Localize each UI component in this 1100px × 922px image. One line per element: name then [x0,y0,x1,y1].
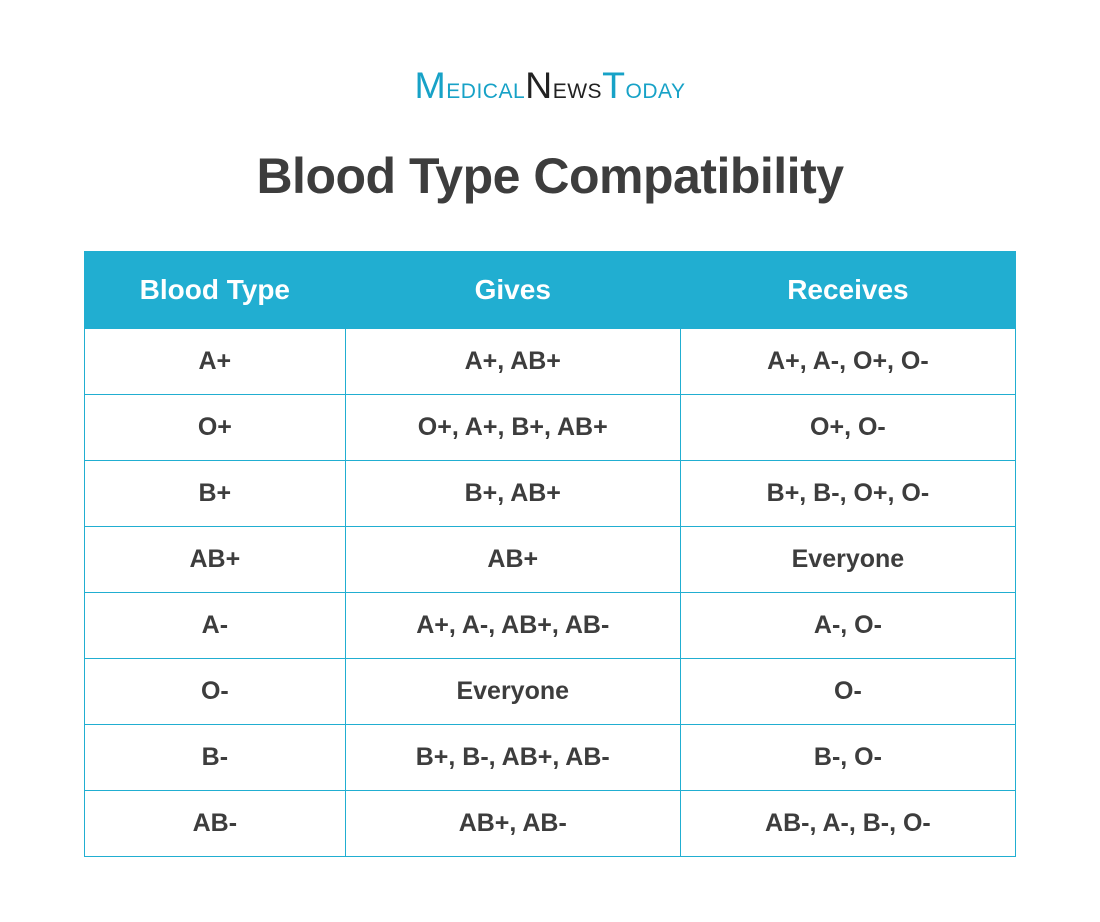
col-header-blood-type: Blood Type [85,252,346,329]
col-header-receives: Receives [680,252,1015,329]
cell-receives: B+, B-, O+, O- [680,461,1015,527]
cell-gives: B+, B-, AB+, AB- [345,725,680,791]
cell-gives: AB+, AB- [345,791,680,857]
cell-blood-type: AB+ [85,527,346,593]
cell-receives: AB-, A-, B-, O- [680,791,1015,857]
table-body: A+ A+, AB+ A+, A-, O+, O- O+ O+, A+, B+,… [85,329,1016,857]
compatibility-table: Blood Type Gives Receives A+ A+, AB+ A+,… [84,251,1016,857]
page-title: Blood Type Compatibility [256,147,843,205]
cell-receives: B-, O- [680,725,1015,791]
cell-gives: A+, AB+ [345,329,680,395]
cell-receives: A-, O- [680,593,1015,659]
cell-gives: AB+ [345,527,680,593]
table-row: AB- AB+, AB- AB-, A-, B-, O- [85,791,1016,857]
cell-receives: O+, O- [680,395,1015,461]
cell-gives: B+, AB+ [345,461,680,527]
brand-word-medical: Medical [415,72,526,105]
cell-blood-type: B- [85,725,346,791]
table-row: A- A+, A-, AB+, AB- A-, O- [85,593,1016,659]
table-header-row: Blood Type Gives Receives [85,252,1016,329]
table-row: B- B+, B-, AB+, AB- B-, O- [85,725,1016,791]
cell-gives: Everyone [345,659,680,725]
table-row: O- Everyone O- [85,659,1016,725]
cell-blood-type: A- [85,593,346,659]
cell-blood-type: O- [85,659,346,725]
cell-blood-type: B+ [85,461,346,527]
table-row: B+ B+, AB+ B+, B-, O+, O- [85,461,1016,527]
col-header-gives: Gives [345,252,680,329]
brand-logo: MedicalNewsToday [415,64,686,107]
brand-word-today: Today [602,72,685,105]
cell-receives: O- [680,659,1015,725]
cell-gives: A+, A-, AB+, AB- [345,593,680,659]
cell-blood-type: AB- [85,791,346,857]
cell-blood-type: A+ [85,329,346,395]
cell-receives: Everyone [680,527,1015,593]
table-row: A+ A+, AB+ A+, A-, O+, O- [85,329,1016,395]
cell-receives: A+, A-, O+, O- [680,329,1015,395]
cell-blood-type: O+ [85,395,346,461]
compatibility-table-container: Blood Type Gives Receives A+ A+, AB+ A+,… [84,251,1016,857]
brand-word-news: News [525,72,602,105]
table-row: AB+ AB+ Everyone [85,527,1016,593]
cell-gives: O+, A+, B+, AB+ [345,395,680,461]
table-row: O+ O+, A+, B+, AB+ O+, O- [85,395,1016,461]
